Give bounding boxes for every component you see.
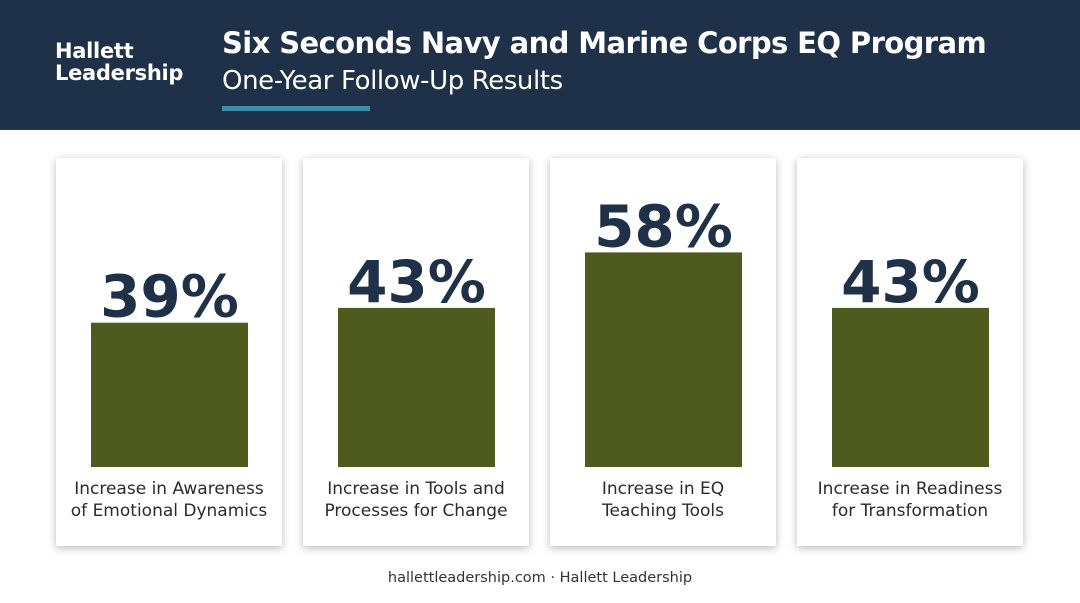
value-label-1: 39% (100, 263, 239, 331)
category-label-2: Increase in Tools and Processes for Chan… (324, 479, 508, 521)
bar-4 (832, 307, 989, 467)
stat-card-2: 43% Increase in Tools and Processes for … (303, 158, 529, 546)
stat-card-1: 39% Increase in Awareness of Emotional D… (56, 158, 282, 546)
value-label-2: 43% (347, 248, 486, 316)
bar-3 (585, 252, 742, 467)
header-banner: Hallett Leadership Six Seconds Navy and … (0, 0, 1080, 130)
stat-chart-3: 58% (585, 192, 742, 467)
stat-chart-2: 43% (338, 248, 495, 467)
category-label-4: Increase in Readiness for Transformation (817, 479, 1003, 521)
logo-line-2: Leadership (55, 61, 184, 85)
stat-card-4: 43% Increase in Readiness for Transforma… (797, 158, 1023, 546)
stat-card-3: 58% Increase in EQ Teaching Tools (550, 158, 776, 546)
title-accent-line (222, 106, 370, 111)
company-logo: Hallett Leadership (55, 40, 183, 84)
category-label-1: Increase in Awareness of Emotional Dynam… (70, 479, 268, 521)
value-label-4: 43% (841, 248, 980, 316)
stat-chart-4: 43% (832, 248, 989, 467)
logo-line-1: Hallett (55, 39, 134, 63)
stat-chart-1: 39% (91, 263, 248, 467)
value-label-3: 58% (594, 192, 733, 260)
footer-text: hallettleadership.com · Hallett Leadersh… (387, 570, 693, 586)
page-title: Six Seconds Navy and Marine Corps EQ Pro… (222, 26, 987, 60)
bar-2 (338, 307, 495, 467)
bar-1 (91, 322, 248, 467)
category-label-3: Increase in EQ Teaching Tools (601, 479, 725, 521)
page-subtitle: One-Year Follow-Up Results (222, 66, 563, 96)
